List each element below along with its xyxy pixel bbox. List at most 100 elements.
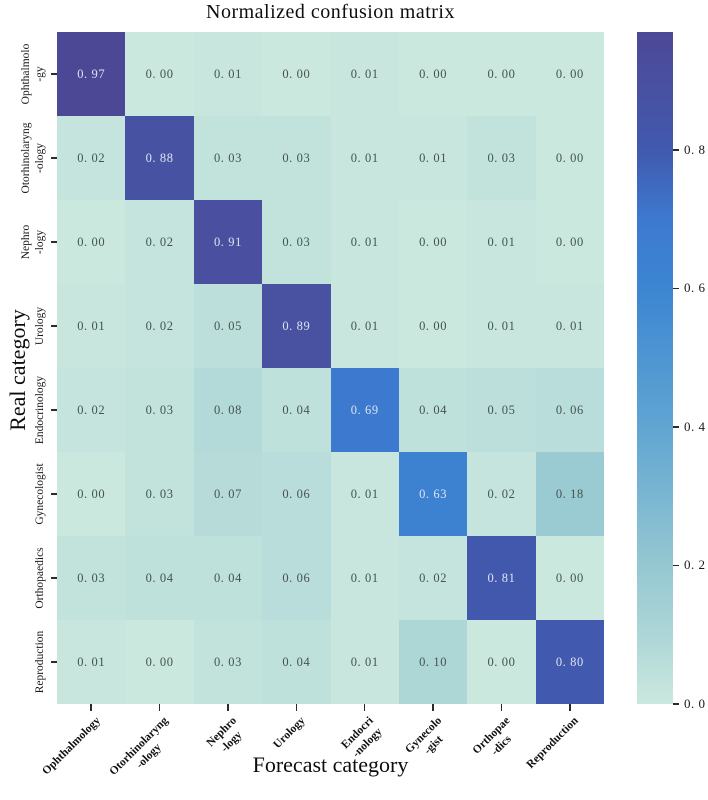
cell-value: 0. 01 bbox=[555, 318, 584, 333]
y-tick-label: Nephro -logy bbox=[20, 224, 46, 260]
colorbar-tick-label: 0. 2 bbox=[684, 557, 706, 573]
heatmap-cell: 0. 02 bbox=[57, 116, 126, 200]
cell-value: 0. 08 bbox=[213, 402, 242, 417]
cell-value: 0. 91 bbox=[213, 234, 242, 249]
heatmap-cell: 0. 18 bbox=[535, 452, 604, 536]
cell-value: 0. 03 bbox=[77, 570, 106, 585]
heatmap-cell: 0. 05 bbox=[193, 284, 263, 368]
y-tick-label: Orthopaedics bbox=[34, 547, 47, 609]
heatmap-cell: 0. 63 bbox=[398, 452, 468, 536]
colorbar-tick-mark bbox=[673, 426, 679, 428]
cell-value: 0. 81 bbox=[487, 570, 516, 585]
cell-value: 0. 01 bbox=[350, 318, 379, 333]
colorbar-tick-mark bbox=[673, 287, 679, 290]
cell-value: 0. 02 bbox=[145, 318, 174, 333]
cell-value: 0. 01 bbox=[77, 654, 106, 669]
y-tick-mark bbox=[51, 325, 57, 327]
heatmap-cell: 0. 00 bbox=[467, 32, 536, 116]
y-tick-mark bbox=[51, 661, 57, 663]
cell-value: 0. 03 bbox=[282, 234, 311, 249]
heatmap-cell: 0. 00 bbox=[398, 284, 468, 368]
heatmap-cell: 0. 02 bbox=[125, 200, 194, 284]
heatmap-cell: 0. 07 bbox=[193, 452, 263, 536]
heatmap-cell: 0. 03 bbox=[125, 452, 194, 536]
cell-value: 0. 89 bbox=[282, 318, 311, 333]
cell-value: 0. 01 bbox=[77, 318, 106, 333]
cell-value: 0. 01 bbox=[350, 150, 379, 165]
heatmap-cell: 0. 03 bbox=[467, 116, 536, 200]
y-tick-mark bbox=[51, 409, 57, 411]
colorbar-tick-label: 0. 6 bbox=[684, 280, 706, 296]
y-tick-mark bbox=[51, 577, 57, 579]
heatmap-cell: 0. 91 bbox=[193, 200, 263, 284]
heatmap-cell: 0. 01 bbox=[330, 536, 399, 620]
heatmap-cell: 0. 02 bbox=[398, 536, 468, 620]
cell-value: 0. 00 bbox=[145, 66, 174, 81]
heatmap-cell: 0. 06 bbox=[262, 536, 331, 620]
cell-value: 0. 03 bbox=[145, 486, 174, 501]
x-tick-mark bbox=[363, 704, 366, 711]
heatmap-cell: 0. 88 bbox=[125, 116, 194, 200]
heatmap-cell: 0. 00 bbox=[535, 200, 604, 284]
cell-value: 0. 03 bbox=[145, 402, 174, 417]
cell-value: 0. 01 bbox=[213, 66, 242, 81]
x-tick-mark bbox=[432, 704, 434, 711]
cell-value: 0. 04 bbox=[213, 570, 242, 585]
cell-value: 0. 00 bbox=[419, 318, 448, 333]
heatmap-cell: 0. 00 bbox=[535, 116, 604, 200]
cell-value: 0. 00 bbox=[282, 66, 311, 81]
heatmap-cell: 0. 03 bbox=[193, 116, 263, 200]
heatmap-cell: 0. 04 bbox=[262, 620, 331, 704]
heatmap-cell: 0. 01 bbox=[330, 116, 399, 200]
heatmap-cell: 0. 00 bbox=[535, 536, 604, 620]
cell-value: 0. 63 bbox=[419, 486, 448, 501]
heatmap-cell: 0. 89 bbox=[262, 284, 331, 368]
colorbar-tick-mark bbox=[673, 149, 679, 151]
heatmap-cell: 0. 03 bbox=[262, 116, 331, 200]
heatmap-cell: 0. 97 bbox=[57, 32, 126, 116]
cell-value: 0. 01 bbox=[350, 570, 379, 585]
cell-value: 0. 01 bbox=[350, 66, 379, 81]
x-tick-label: Urology bbox=[271, 714, 308, 752]
y-tick-label: Otorhinolaryng -ology bbox=[20, 122, 46, 194]
cell-value: 0. 02 bbox=[487, 486, 516, 501]
heatmap-cell: 0. 69 bbox=[330, 368, 399, 452]
cell-value: 0. 88 bbox=[145, 150, 174, 165]
heatmap-cell: 0. 81 bbox=[467, 536, 536, 620]
cell-value: 0. 01 bbox=[487, 234, 516, 249]
heatmap-cell: 0. 04 bbox=[125, 536, 194, 620]
heatmap-cell: 0. 04 bbox=[193, 536, 263, 620]
cell-value: 0. 05 bbox=[487, 402, 516, 417]
heatmap-cell: 0. 01 bbox=[330, 452, 399, 536]
cell-value: 0. 01 bbox=[350, 234, 379, 249]
cell-value: 0. 00 bbox=[77, 486, 106, 501]
colorbar-tick-label: 0. 4 bbox=[684, 418, 706, 434]
cell-value: 0. 00 bbox=[77, 234, 106, 249]
heatmap-cell: 0. 00 bbox=[57, 200, 126, 284]
cell-value: 0. 10 bbox=[419, 654, 448, 669]
cell-value: 0. 00 bbox=[487, 654, 516, 669]
heatmap-cell: 0. 02 bbox=[467, 452, 536, 536]
cell-value: 0. 03 bbox=[487, 150, 516, 165]
cell-value: 0. 00 bbox=[555, 66, 584, 81]
colorbar-tick-mark bbox=[673, 703, 679, 705]
heatmap-cell: 0. 01 bbox=[57, 620, 126, 704]
y-tick-label: Urology bbox=[34, 306, 47, 346]
cell-value: 0. 18 bbox=[555, 486, 584, 501]
y-tick-label: Ophthalmolo -gy bbox=[20, 43, 46, 105]
cell-value: 0. 03 bbox=[213, 654, 242, 669]
x-tick-mark bbox=[227, 704, 229, 711]
cell-value: 0. 03 bbox=[213, 150, 242, 165]
colorbar-tick-label: 0. 8 bbox=[684, 141, 706, 157]
cell-value: 0. 02 bbox=[77, 402, 106, 417]
colorbar-gradient bbox=[637, 32, 673, 704]
cell-value: 0. 06 bbox=[282, 570, 311, 585]
x-tick-mark bbox=[295, 704, 298, 711]
heatmap-cell: 0. 80 bbox=[535, 620, 604, 704]
heatmap-cell: 0. 03 bbox=[262, 200, 331, 284]
cell-value: 0. 80 bbox=[555, 654, 584, 669]
cell-value: 0. 07 bbox=[213, 486, 242, 501]
heatmap-cell: 0. 04 bbox=[262, 368, 331, 452]
heatmap-cell: 0. 10 bbox=[398, 620, 468, 704]
cell-value: 0. 02 bbox=[419, 570, 448, 585]
